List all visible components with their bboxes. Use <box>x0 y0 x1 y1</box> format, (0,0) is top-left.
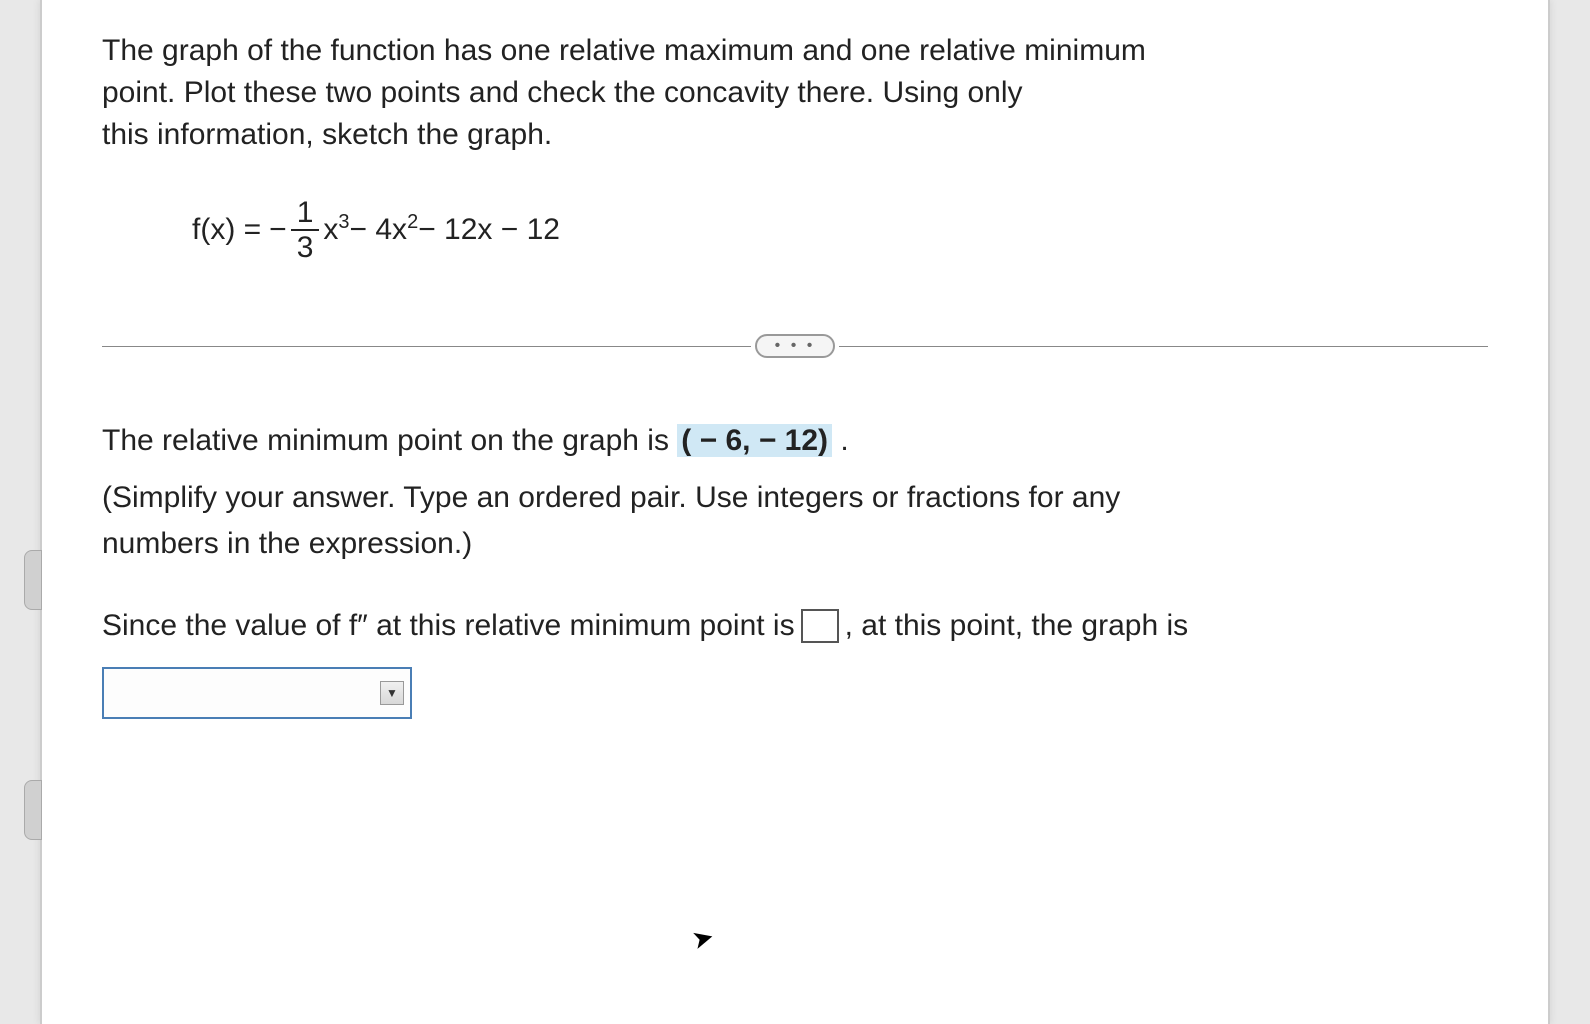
answer-section: The relative minimum point on the graph … <box>102 418 1488 719</box>
term2-exponent: 2 <box>407 211 418 234</box>
fraction-denominator: 3 <box>291 231 320 264</box>
answer-prefix: The relative minimum point on the graph … <box>102 424 677 457</box>
fill-prefix: Since the value of f″ at this relative m… <box>102 603 795 650</box>
value-input-box[interactable] <box>801 609 839 643</box>
problem-page: The graph of the function has one relati… <box>40 0 1550 1024</box>
answer-ordered-pair: ( − 6, − 12) <box>677 424 832 457</box>
cursor-icon: ➤ <box>688 921 717 957</box>
formula-rest: − 12x − 12 <box>418 213 560 247</box>
divider-left <box>102 346 751 347</box>
instruction-line-2: numbers in the expression.) <box>102 521 1488 568</box>
answer-instruction: (Simplify your answer. Type an ordered p… <box>102 475 1488 568</box>
side-tab-2[interactable] <box>24 780 42 840</box>
problem-line-1: The graph of the function has one relati… <box>102 30 1488 72</box>
instruction-line-1: (Simplify your answer. Type an ordered p… <box>102 475 1488 522</box>
problem-line-3: this information, sketch the graph. <box>102 114 1488 156</box>
fraction-numerator: 1 <box>291 196 320 231</box>
answer-period: . <box>840 424 848 457</box>
formula-neg: − <box>269 213 287 247</box>
minus-4x: − 4x <box>350 213 408 247</box>
fill-in-line: Since the value of f″ at this relative m… <box>102 603 1488 650</box>
answer-statement: The relative minimum point on the graph … <box>102 418 1488 465</box>
concavity-dropdown[interactable]: ▼ <box>102 667 412 719</box>
function-formula: f(x) = − 1 3 x 3 − 4x 2 − 12x − 12 <box>192 196 1488 264</box>
section-divider: • • • <box>102 334 1488 358</box>
term1-exponent: 3 <box>338 211 349 234</box>
divider-right <box>839 346 1488 347</box>
problem-statement: The graph of the function has one relati… <box>102 30 1488 156</box>
fraction-one-third: 1 3 <box>291 196 320 264</box>
term1-base: x <box>323 213 338 247</box>
dropdown-arrow-icon: ▼ <box>380 681 404 705</box>
side-tab-1[interactable] <box>24 550 42 610</box>
fill-suffix: , at this point, the graph is <box>845 603 1189 650</box>
problem-line-2: point. Plot these two points and check t… <box>102 72 1488 114</box>
expand-button[interactable]: • • • <box>755 334 836 358</box>
formula-label: f(x) = <box>192 213 261 247</box>
